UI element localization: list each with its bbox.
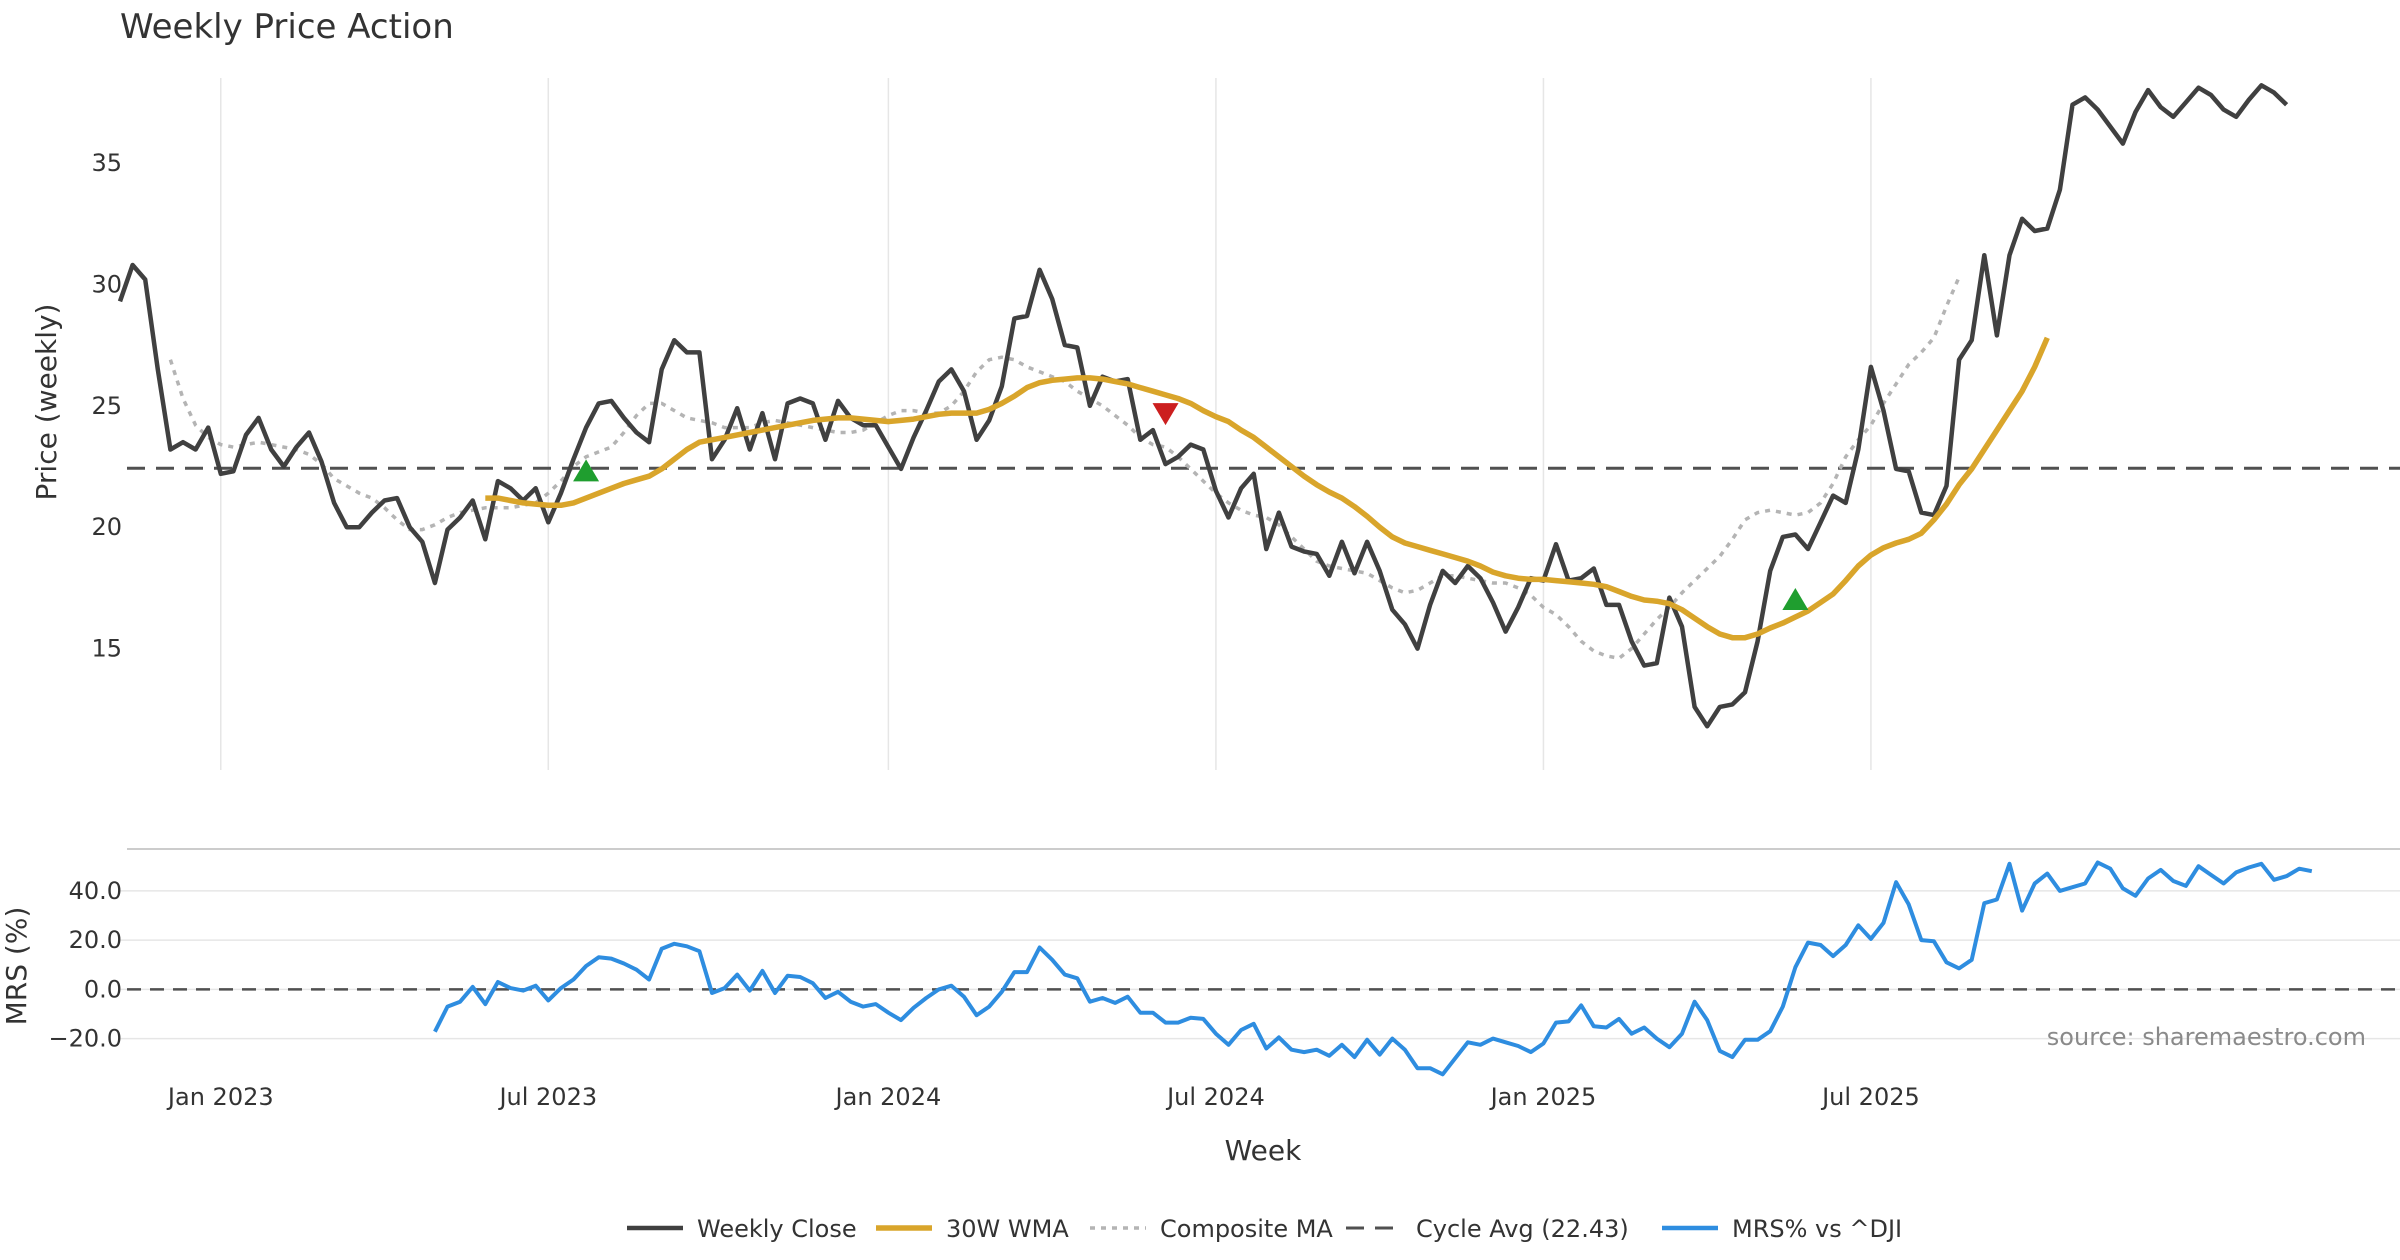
mrs-y-tick-1: 0.0 <box>84 975 122 1003</box>
legend-label-cycle: Cycle Avg (22.43) <box>1416 1215 1629 1243</box>
mrs-y-axis-label: MRS (%) <box>0 907 33 1026</box>
mrs-line <box>433 860 2313 1077</box>
signal-markers <box>573 403 1809 611</box>
price-grid <box>220 78 1872 770</box>
legend-label-wma: 30W WMA <box>946 1215 1069 1243</box>
x-ticks: Jan 2023 Jul 2023 Jan 2024 Jul 2024 Jan 2025… <box>166 1083 1920 1111</box>
price-series <box>117 83 2400 729</box>
legend-label-close: Weekly Close <box>697 1215 857 1243</box>
source-note: source: sharemaestro.com <box>2047 1023 2366 1051</box>
sell-signal-marker-1 <box>1152 403 1179 426</box>
legend-label-mrs: MRS% vs ^DJI <box>1732 1215 1902 1243</box>
legend-label-composite: Composite MA <box>1160 1215 1333 1243</box>
x-tick-4: Jan 2025 <box>1489 1083 1597 1111</box>
price-y-axis-label: Price (weekly) <box>30 304 63 501</box>
price-y-tick-2: 25 <box>91 392 122 420</box>
wma-30w-line <box>485 336 2050 641</box>
buy-signal-marker-2 <box>1782 588 1809 611</box>
price-y-tick-0: 15 <box>91 635 122 663</box>
price-y-tick-1: 20 <box>91 513 122 541</box>
price-y-tick-3: 30 <box>91 270 122 298</box>
mrs-y-tick-0: −20.0 <box>48 1025 122 1053</box>
x-tick-2: Jan 2024 <box>834 1083 942 1111</box>
mrs-y-tick-2: 20.0 <box>69 926 122 954</box>
legend: Weekly Close 30W WMA Composite MA Cycle Avg… <box>627 1215 1902 1243</box>
composite-ma-line <box>168 276 1961 661</box>
x-tick-1: Jul 2023 <box>497 1083 597 1111</box>
mrs-y-tick-3: 40.0 <box>69 877 122 905</box>
buy-signal-marker-0 <box>573 459 600 482</box>
x-tick-5: Jul 2025 <box>1820 1083 1920 1111</box>
price-y-tick-4: 35 <box>91 149 122 177</box>
price-y-ticks: 15 20 25 30 35 <box>91 149 122 663</box>
x-tick-3: Jul 2024 <box>1165 1083 1265 1111</box>
mrs-y-ticks: −20.0 0.0 20.0 40.0 <box>48 877 122 1053</box>
mrs-series <box>127 860 2400 1077</box>
x-axis-label: Week <box>1225 1134 1302 1167</box>
chart-title: Weekly Price Action <box>120 7 454 47</box>
weekly-close-line <box>117 83 2289 729</box>
x-tick-0: Jan 2023 <box>166 1083 274 1111</box>
mrs-grid <box>120 848 2400 1040</box>
